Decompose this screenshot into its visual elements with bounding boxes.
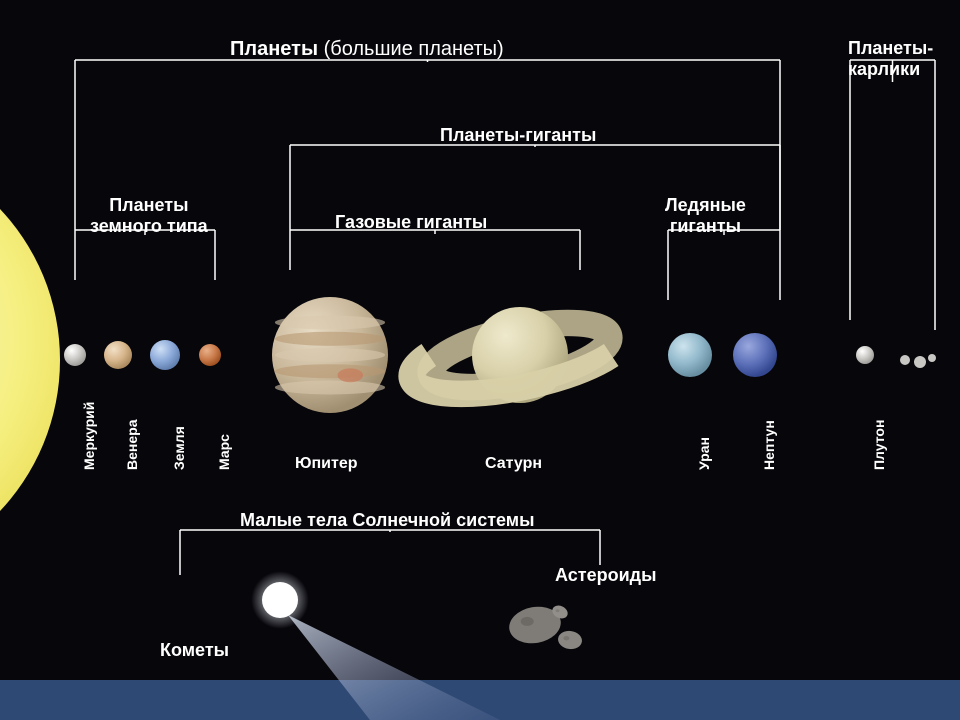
group-label-dwarf: Планеты-карлики <box>848 38 933 80</box>
planet-нептун <box>733 333 777 377</box>
group-label-gas: Газовые гиганты <box>335 212 487 233</box>
group-label-planets: Планеты (большие планеты) <box>230 38 504 61</box>
planet-label-нептун: Нептун <box>761 420 777 470</box>
comet-head <box>262 582 298 618</box>
dwarf-dot-0 <box>900 355 910 365</box>
group-label-small-bodies: Малые тела Солнечной системы <box>240 510 534 531</box>
planet-label-марс: Марс <box>216 434 232 470</box>
planet-label-сатурн: Сатурн <box>485 455 542 473</box>
label-comets: Кометы <box>160 640 229 661</box>
dwarf-dot-1 <box>914 356 926 368</box>
planet-земля <box>150 340 180 370</box>
planet-меркурий <box>64 344 86 366</box>
planet-label-плутон: Плутон <box>871 420 887 470</box>
planets-title-bold: Планеты <box>230 38 318 60</box>
group-label-giants: Планеты-гиганты <box>440 125 596 146</box>
planets-title-paren: (большие планеты) <box>318 38 504 60</box>
planet-уран <box>668 333 712 377</box>
planet-плутон <box>856 346 874 364</box>
planet-label-уран: Уран <box>696 437 712 470</box>
planet-марс <box>199 344 221 366</box>
planet-label-венера: Венера <box>124 420 140 470</box>
shapes-layer <box>0 0 960 720</box>
label-asteroids: Астероиды <box>555 565 656 586</box>
planet-label-земля: Земля <box>171 426 187 470</box>
planet-венера <box>104 341 132 369</box>
group-label-ice: Ледяныегиганты <box>665 195 746 237</box>
diagram-stage: Планеты (большие планеты) Планеты-карлики… <box>0 0 960 720</box>
planet-label-меркурий: Меркурий <box>81 402 97 470</box>
dwarf-dot-2 <box>928 354 936 362</box>
group-label-terrestrial: Планетыземного типа <box>90 195 208 237</box>
planet-label-юпитер: Юпитер <box>295 455 358 473</box>
